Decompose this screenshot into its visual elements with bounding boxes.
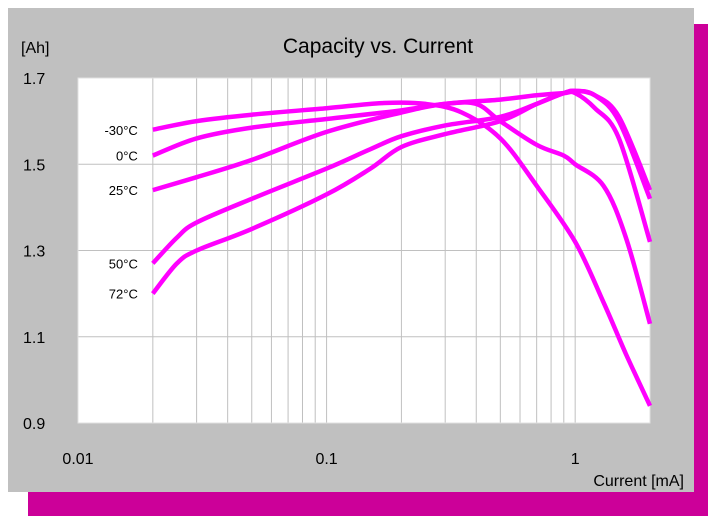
plot-border	[77, 77, 651, 424]
y-axis-label: [Ah]	[21, 40, 49, 57]
y-tick-label: 1.3	[23, 244, 45, 261]
y-tick-label: 1.5	[23, 157, 45, 174]
series-label: 25°C	[109, 183, 138, 198]
x-tick-label: 0.1	[315, 451, 337, 468]
chart-title: Capacity vs. Current	[283, 35, 473, 58]
series-line	[151, 88, 653, 296]
series-label: 0°C	[116, 149, 138, 164]
y-tick-label: 0.9	[23, 416, 45, 433]
series-line	[151, 100, 653, 325]
x-tick-label: 0.01	[62, 451, 93, 468]
series-lines	[151, 88, 653, 407]
series-line	[152, 100, 653, 407]
series-label: 72°C	[109, 287, 138, 302]
series-label: -30°C	[104, 123, 137, 138]
series-label: 50°C	[109, 256, 138, 271]
axis-ticks: 0.01 0.1 1 0.9 1.1 1.3 1.5 1.7	[23, 71, 580, 468]
y-tick-label: 1.7	[23, 71, 45, 88]
series-line	[152, 89, 653, 243]
x-tick-label: 1	[571, 451, 580, 468]
y-tick-label: 1.1	[23, 330, 45, 347]
series-labels: -30°C 0°C 25°C 50°C 72°C	[104, 123, 137, 302]
x-axis-label: Current [mA]	[593, 473, 684, 490]
